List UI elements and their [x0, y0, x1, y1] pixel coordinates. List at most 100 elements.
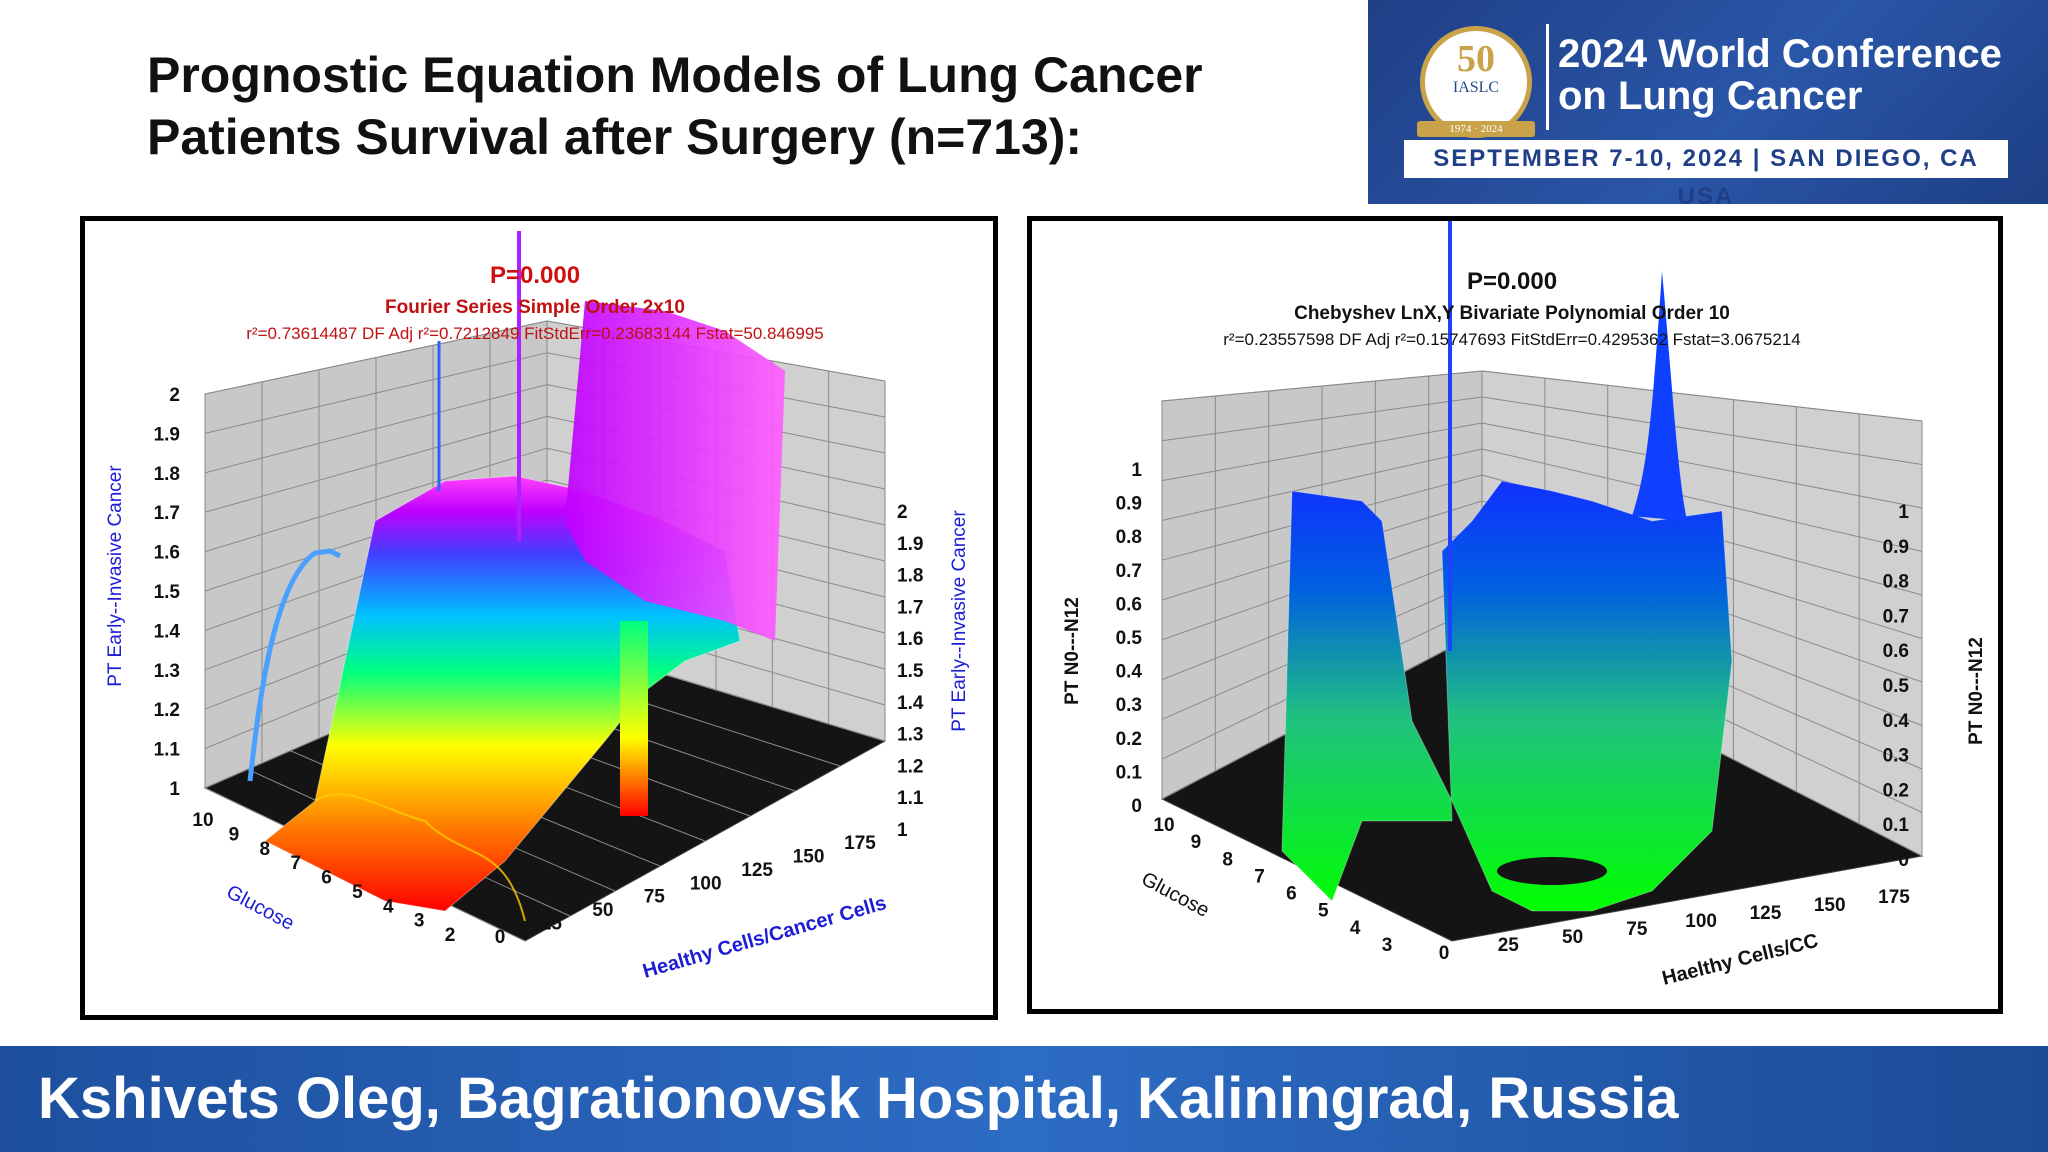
- z-tick-label: 0.5: [1116, 628, 1143, 649]
- chart2-z-label-left: PT N0---N12: [1062, 597, 1083, 705]
- chart1-p-label: P=0.000: [490, 262, 580, 289]
- y-tick-label: 75: [1626, 919, 1648, 940]
- x-tick-label: 4: [383, 896, 394, 917]
- y-tick-label: 150: [793, 846, 825, 867]
- chart2-z-label-right: PT N0---N12: [1966, 637, 1987, 745]
- z-tick-label: 0: [1898, 850, 1909, 871]
- x-tick-label: 3: [1382, 935, 1393, 956]
- chart2-z-ticks-left: 0 0.1 0.2 0.3 0.4 0.5 0.6 0.7 0.8 0.9 1: [1116, 460, 1143, 817]
- grid-line: [1481, 396, 1923, 465]
- x-tick-label: 6: [321, 868, 332, 889]
- chart1-z-label-left: PT Early--Invasive Cancer: [105, 465, 126, 687]
- chart-chebyshev-surface: P=0.000 Chebyshev LnX,Y Bivariate Polyno…: [1062, 221, 1987, 990]
- y-tick-label: 50: [1562, 927, 1583, 948]
- z-tick-label: 0.6: [1883, 641, 1909, 662]
- z-tick-label: 1.7: [154, 503, 180, 524]
- x-tick-label: 8: [1222, 849, 1233, 870]
- y-tick-label: 150: [1814, 895, 1846, 916]
- z-tick-label: 0.3: [1116, 695, 1142, 716]
- surface-hole: [1497, 857, 1607, 885]
- chart2-y-label: Haelthy Cells/CC: [1660, 930, 1821, 990]
- z-tick-label: 2: [897, 502, 908, 523]
- x-tick-label: 7: [290, 853, 301, 874]
- y-tick-label: 50: [592, 900, 613, 921]
- conference-banner: 50 IASLC 1974 · 2024 2024 World Conferen…: [1368, 0, 2048, 210]
- x-tick-label: 6: [1286, 884, 1297, 905]
- chart2-x-label: Glucose: [1138, 868, 1213, 922]
- x-tick-label: 2: [445, 925, 456, 946]
- x-tick-label: 7: [1254, 866, 1265, 887]
- chart1-y-label: Healthy Cells/Cancer Cells: [640, 892, 889, 983]
- z-tick-label: 0.6: [1116, 594, 1142, 615]
- chart2-stats: r²=0.23557598 DF Adj r²=0.15747693 FitSt…: [1223, 330, 1800, 349]
- footer-bar: Kshivets Oleg, Bagrationovsk Hospital, K…: [0, 1046, 2048, 1152]
- y-tick-label: 100: [1685, 911, 1717, 932]
- z-tick-label: 0.2: [1116, 729, 1142, 750]
- grid-line: [1481, 448, 1923, 552]
- z-tick-label: 1.5: [154, 582, 181, 603]
- y-tick-label: 100: [690, 873, 722, 894]
- author-affiliation: Kshivets Oleg, Bagrationovsk Hospital, K…: [38, 1066, 1679, 1131]
- z-tick-label: 1: [169, 779, 180, 800]
- x-tick-label: 9: [1191, 832, 1202, 853]
- z-tick-label: 0.8: [1116, 527, 1142, 548]
- chart1-z-label-right: PT Early--Invasive Cancer: [949, 510, 970, 732]
- y-tick-label: 25: [541, 914, 563, 935]
- grid-line: [1481, 370, 1923, 422]
- chart-fourier-surface: P=0.000 Fourier Series Simple Order 2x10…: [105, 231, 970, 983]
- z-tick-label: 0.1: [1883, 815, 1910, 836]
- chart-panel-chebyshev: P=0.000 Chebyshev LnX,Y Bivariate Polyno…: [1027, 216, 2003, 1014]
- chart2-p-label: P=0.000: [1467, 268, 1557, 295]
- chart1-z-ticks-right: 1 1.1 1.2 1.3 1.4 1.5 1.6 1.7 1.8 1.9 2: [897, 502, 924, 841]
- z-tick-label: 0.9: [1116, 494, 1142, 515]
- z-tick-label: 0.4: [1883, 711, 1910, 732]
- y-tick-label: 0: [495, 927, 506, 948]
- chart2-z-ticks-right: 0 0.1 0.2 0.3 0.4 0.5 0.6 0.7 0.8 0.9 1: [1883, 502, 1910, 871]
- slide-title: Prognostic Equation Models of Lung Cance…: [147, 44, 1307, 168]
- z-tick-label: 1.1: [897, 788, 924, 809]
- iaslc-seal-logo: 50 IASLC 1974 · 2024: [1417, 26, 1535, 138]
- z-tick-label: 1.2: [897, 756, 923, 777]
- chebyshev-surface: [1281, 480, 1733, 912]
- z-tick-label: 1: [897, 820, 908, 841]
- z-tick-label: 1.6: [897, 629, 923, 650]
- z-tick-label: 0: [1131, 796, 1142, 817]
- chart2-y-ticks: 0 25 50 75 100 125 150 175: [1439, 887, 1911, 964]
- seal-years: 1974 · 2024: [1417, 121, 1535, 137]
- z-tick-label: 1: [1898, 502, 1909, 523]
- x-tick-label: 4: [1350, 918, 1361, 939]
- z-tick-label: 1.4: [154, 621, 181, 642]
- z-tick-label: 0.9: [1883, 537, 1909, 558]
- z-tick-label: 1.6: [154, 543, 180, 564]
- z-tick-label: 0.3: [1883, 746, 1909, 767]
- chart1-z-ticks-left: 1 1.1 1.2 1.3 1.4 1.5 1.6 1.7 1.8 1.9 2: [154, 385, 181, 800]
- x-tick-label: 8: [259, 839, 270, 860]
- chart2-title: Chebyshev LnX,Y Bivariate Polynomial Ord…: [1294, 303, 1730, 324]
- x-tick-label: 10: [192, 810, 213, 831]
- z-tick-label: 0.7: [1116, 561, 1142, 582]
- z-tick-label: 1.3: [154, 661, 180, 682]
- z-tick-label: 1.1: [154, 740, 181, 761]
- z-tick-label: 1.5: [897, 661, 924, 682]
- z-tick-label: 0.4: [1116, 662, 1143, 683]
- z-tick-label: 0.5: [1883, 676, 1910, 697]
- x-tick-label: 10: [1153, 815, 1174, 836]
- z-tick-label: 0.2: [1883, 780, 1909, 801]
- grid-line: [1481, 422, 1923, 509]
- surface-mesh-line: [314, 793, 526, 922]
- z-tick-label: 1.8: [897, 566, 923, 587]
- y-tick-label: 25: [1498, 935, 1520, 956]
- x-tick-label: 9: [229, 824, 240, 845]
- z-tick-label: 1.9: [154, 424, 180, 445]
- y-tick-label: 175: [1878, 887, 1910, 908]
- y-tick-label: 0: [1439, 943, 1450, 964]
- z-tick-label: 1.7: [897, 597, 923, 618]
- y-tick-label: 125: [1750, 903, 1782, 924]
- z-tick-label: 1: [1131, 460, 1142, 481]
- chart1-title: Fourier Series Simple Order 2x10: [385, 297, 685, 318]
- z-tick-label: 1.2: [154, 700, 180, 721]
- slide-title-line2: Patients Survival after Surgery (n=713):: [147, 109, 1083, 165]
- chart1-stats: r²=0.73614487 DF Adj r²=0.7212849 FitStd…: [246, 324, 823, 343]
- x-tick-label: 5: [352, 882, 363, 903]
